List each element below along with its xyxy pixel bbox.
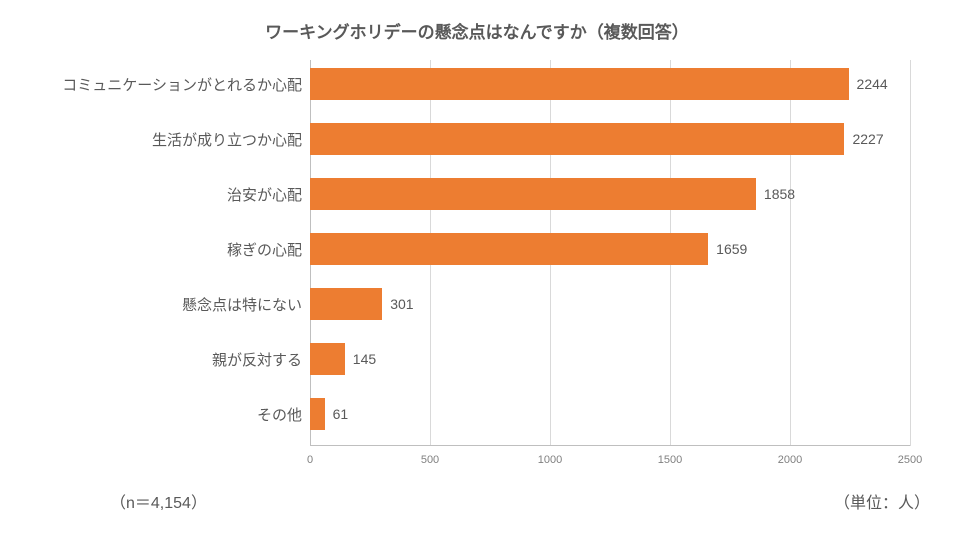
bar-row: 61 [310, 398, 348, 430]
bar [310, 233, 708, 265]
x-axis-line [310, 445, 910, 446]
category-label: 懸念点は特にない [182, 294, 302, 315]
bar-value-label: 1858 [764, 186, 795, 202]
category-label: 親が反対する [212, 349, 302, 370]
bar-value-label: 2244 [857, 76, 888, 92]
gridline [790, 60, 791, 446]
x-tick-label: 1000 [538, 454, 562, 466]
bar-value-label: 301 [390, 296, 413, 312]
category-label: コミュニケーションがとれるか心配 [62, 74, 302, 95]
x-tick-label: 2500 [898, 454, 922, 466]
bar [310, 178, 756, 210]
bar [310, 398, 325, 430]
bar-value-label: 145 [353, 351, 376, 367]
x-tick-label: 2000 [778, 454, 802, 466]
chart-container: ワーキングホリデーの懸念点はなんですか（複数回答） コミュニケーションがとれるか… [0, 0, 954, 533]
bar-row: 1659 [310, 233, 747, 265]
bar [310, 288, 382, 320]
category-label: 治安が心配 [227, 184, 302, 205]
footer-unit: （単位：人） [834, 489, 930, 513]
bar-row: 2244 [310, 68, 888, 100]
gridline [910, 60, 911, 446]
bar-row: 2227 [310, 123, 884, 155]
bar-value-label: 1659 [716, 241, 747, 257]
category-label: 稼ぎの心配 [227, 239, 302, 260]
chart-title: ワーキングホリデーの懸念点はなんですか（複数回答） [0, 0, 954, 53]
bar-value-label: 61 [333, 406, 349, 422]
bar [310, 123, 844, 155]
footer-sample-size: （n＝4,154） [110, 489, 207, 513]
x-tick-label: 500 [421, 454, 439, 466]
bar-row: 1858 [310, 178, 795, 210]
x-tick-label: 1500 [658, 454, 682, 466]
x-tick-label: 0 [307, 454, 313, 466]
bar-value-label: 2227 [852, 131, 883, 147]
plot-area: 224422271858165930114561 050010001500200… [310, 60, 910, 460]
bar-row: 301 [310, 288, 414, 320]
bar [310, 68, 849, 100]
bar [310, 343, 345, 375]
bar-row: 145 [310, 343, 376, 375]
category-label: 生活が成り立つか心配 [152, 129, 302, 150]
category-label: その他 [257, 404, 302, 425]
